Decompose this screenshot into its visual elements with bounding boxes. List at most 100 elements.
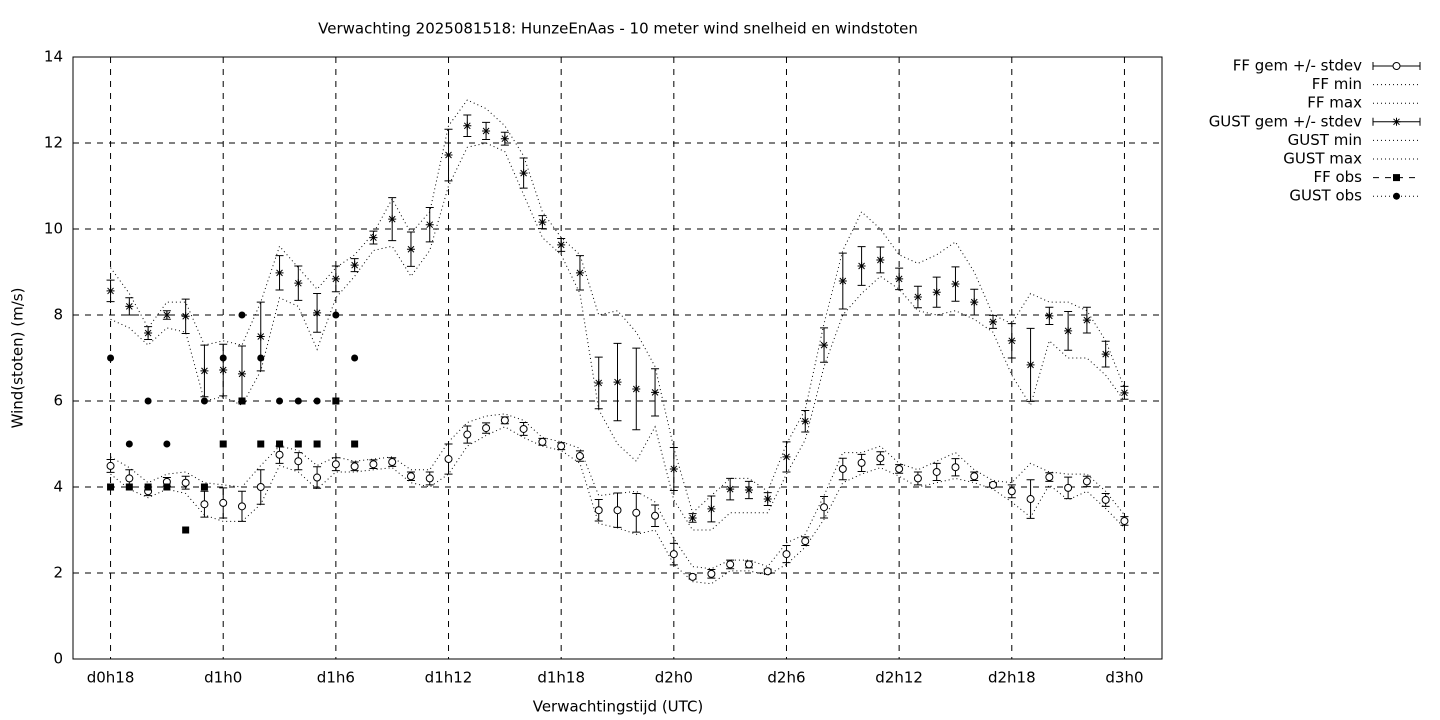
marker-part: [1392, 117, 1401, 126]
marker-part: [144, 397, 152, 405]
data-point: [369, 460, 378, 469]
marker-part: [500, 134, 509, 143]
y-tick-label: 10: [44, 220, 63, 238]
data-point: [726, 485, 735, 494]
legend-label: FF max: [1307, 94, 1362, 112]
marker-part: [275, 268, 284, 277]
data-point: [294, 279, 303, 288]
marker-part: [669, 464, 678, 473]
marker-part: [707, 569, 716, 578]
data-point: [782, 452, 791, 461]
data-point: [406, 472, 415, 481]
x-tick-label: d2h6: [767, 669, 805, 687]
x-tick-label: d1h6: [317, 669, 355, 687]
marker-part: [557, 240, 566, 249]
obs-point: [257, 354, 265, 362]
data-point: [181, 312, 190, 321]
obs-point: [182, 526, 190, 534]
y-tick-label: 8: [53, 306, 63, 324]
x-axis-label: Verwachtingstijd (UTC): [533, 698, 704, 716]
obs-point: [313, 397, 321, 405]
marker-part: [613, 378, 622, 387]
data-point: [200, 366, 209, 375]
data-point: [482, 126, 491, 135]
data-point: [144, 329, 153, 338]
data-point: [1082, 316, 1091, 325]
data-point: [857, 458, 866, 467]
marker-part: [219, 498, 228, 507]
obs-point: [144, 483, 152, 491]
data-point: [838, 464, 847, 473]
marker-part: [256, 332, 265, 341]
marker-part: [219, 440, 227, 448]
marker-part: [688, 513, 697, 522]
marker-part: [369, 233, 378, 242]
data-point: [425, 474, 434, 483]
marker-part: [1007, 487, 1016, 496]
marker-part: [932, 467, 941, 476]
data-point: [1101, 495, 1110, 504]
marker-part: [1026, 495, 1035, 504]
data-point: [951, 463, 960, 472]
data-point: [970, 472, 979, 481]
marker-part: [276, 397, 284, 405]
marker-part: [313, 308, 322, 317]
marker-part: [932, 288, 941, 297]
marker-part: [294, 440, 302, 448]
y-tick-label: 12: [44, 134, 63, 152]
marker-part: [219, 366, 228, 375]
marker-part: [594, 378, 603, 387]
data-point: [876, 255, 885, 264]
marker-part: [1101, 495, 1110, 504]
data-point: [613, 378, 622, 387]
marker-part: [838, 464, 847, 473]
data-point: [294, 457, 303, 466]
y-tick-label: 0: [53, 650, 63, 668]
data-point: [313, 308, 322, 317]
obs-point: [332, 311, 340, 319]
data-point: [538, 437, 547, 446]
data-point: [106, 286, 115, 295]
data-point: [651, 511, 660, 520]
data-point: [1120, 516, 1129, 525]
marker-part: [1120, 516, 1129, 525]
data-point: [763, 495, 772, 504]
marker-part: [257, 440, 265, 448]
data-point: [219, 366, 228, 375]
obs-point: [351, 354, 359, 362]
marker-part: [107, 483, 115, 491]
marker-part: [294, 279, 303, 288]
marker-part: [200, 397, 208, 405]
data-point: [669, 464, 678, 473]
data-point: [1045, 311, 1054, 320]
marker-part: [313, 473, 322, 482]
marker-part: [763, 567, 772, 576]
data-point: [801, 417, 810, 426]
marker-part: [1392, 62, 1401, 70]
data-point: [951, 280, 960, 289]
marker-part: [951, 463, 960, 472]
marker-part: [669, 550, 678, 559]
data-point: [857, 261, 866, 270]
marker-part: [989, 480, 998, 489]
legend-label: FF gem +/- stdev: [1233, 57, 1362, 75]
marker-part: [200, 366, 209, 375]
marker-part: [895, 274, 904, 283]
marker-part: [369, 460, 378, 469]
data-point: [125, 302, 134, 311]
data-point: [331, 274, 340, 283]
marker-part: [970, 298, 979, 307]
marker-part: [351, 440, 359, 448]
marker-part: [125, 474, 134, 483]
marker-part: [332, 397, 340, 405]
obs-point: [125, 483, 133, 491]
x-tick-label: d3h0: [1105, 669, 1143, 687]
marker-part: [913, 292, 922, 301]
data-point: [744, 486, 753, 495]
obs-point: [313, 440, 321, 448]
marker-part: [181, 478, 190, 487]
marker-part: [594, 506, 603, 515]
marker-part: [744, 560, 753, 569]
marker-part: [1393, 174, 1400, 182]
marker-part: [200, 500, 209, 509]
